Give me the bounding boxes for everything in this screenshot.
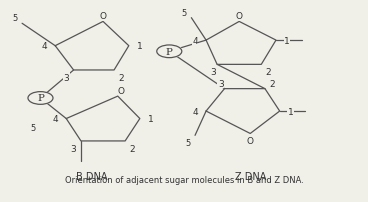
Text: Z DNA: Z DNA <box>234 171 266 182</box>
Text: 5: 5 <box>31 124 36 133</box>
Text: 1: 1 <box>148 115 154 123</box>
Text: O: O <box>118 87 125 96</box>
Text: O: O <box>99 12 107 21</box>
Text: 5: 5 <box>181 8 187 18</box>
Text: Orientation of adjacent sugar molecules in B and Z DNA.: Orientation of adjacent sugar molecules … <box>64 175 304 184</box>
Text: P: P <box>37 94 44 103</box>
Text: 4: 4 <box>41 42 47 51</box>
Text: 5: 5 <box>185 139 190 148</box>
Text: 2: 2 <box>118 74 124 83</box>
Circle shape <box>157 46 182 58</box>
Text: 3: 3 <box>63 74 69 83</box>
Text: 4: 4 <box>192 36 198 45</box>
Text: 4: 4 <box>52 115 58 123</box>
Circle shape <box>28 92 53 105</box>
Text: 2: 2 <box>130 144 135 153</box>
Text: 2: 2 <box>269 79 275 88</box>
Text: 5: 5 <box>12 14 17 23</box>
Text: B DNA: B DNA <box>76 171 108 182</box>
Text: 4: 4 <box>192 107 198 116</box>
Text: 3: 3 <box>71 144 77 153</box>
Circle shape <box>156 45 183 59</box>
Circle shape <box>27 92 54 105</box>
Text: 3: 3 <box>210 68 216 77</box>
Text: P: P <box>166 47 173 57</box>
Text: 1: 1 <box>284 36 290 45</box>
Text: 1: 1 <box>288 107 294 116</box>
Text: O: O <box>236 12 243 21</box>
Text: 1: 1 <box>137 42 143 51</box>
Text: 2: 2 <box>266 68 272 77</box>
Text: O: O <box>247 137 254 146</box>
Text: 3: 3 <box>218 79 224 88</box>
